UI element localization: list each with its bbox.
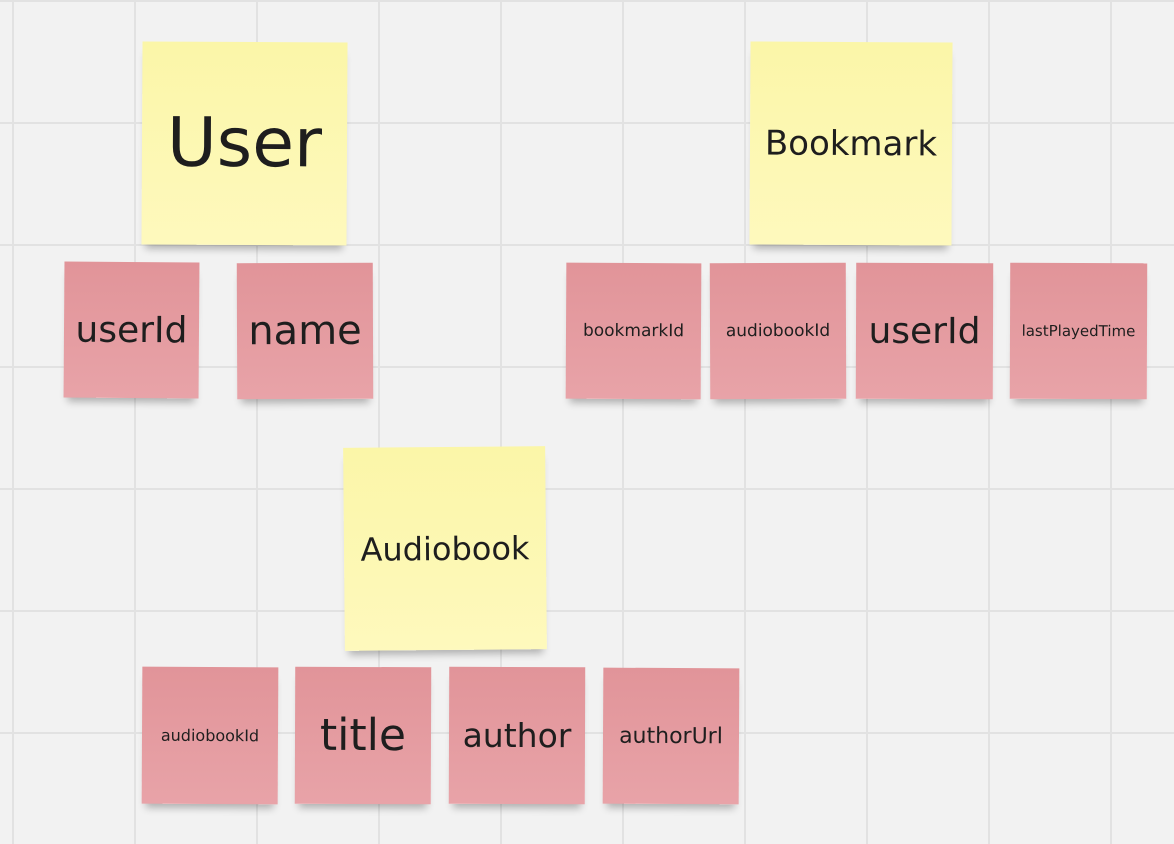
sticky-note-text: title: [319, 709, 407, 762]
sticky-note-bookmark-audiobookid[interactable]: audiobookId: [709, 262, 847, 400]
sticky-note-text: audiobookId: [725, 320, 831, 342]
sticky-note-text: User: [166, 103, 323, 184]
sticky-note-text: audiobookId: [160, 725, 260, 746]
sticky-note-audiobook-title[interactable]: title: [294, 666, 432, 805]
sticky-note-text: name: [248, 307, 362, 355]
sticky-note-user-name[interactable]: name: [236, 262, 374, 400]
sticky-note-audiobook[interactable]: Audiobook: [343, 446, 547, 651]
sticky-note-bookmark-bookmarkid[interactable]: bookmarkId: [565, 262, 702, 400]
sticky-note-text: Bookmark: [764, 123, 938, 164]
sticky-note-text: author: [462, 715, 572, 756]
sticky-note-user-userid[interactable]: userId: [63, 261, 200, 399]
sticky-note-bookmark[interactable]: Bookmark: [749, 41, 953, 246]
sticky-note-audiobook-author[interactable]: author: [448, 666, 586, 805]
sticky-note-text: bookmarkId: [582, 320, 685, 342]
sticky-note-user[interactable]: User: [141, 41, 348, 246]
sticky-note-bookmark-lastplayedtime[interactable]: lastPlayedTime: [1009, 262, 1148, 400]
sticky-note-audiobook-authorurl[interactable]: authorUrl: [602, 667, 740, 805]
sticky-note-text: lastPlayedTime: [1021, 321, 1136, 341]
sticky-note-text: authorUrl: [619, 723, 723, 749]
sticky-note-audiobook-audiobookid[interactable]: audiobookId: [141, 666, 279, 805]
sticky-note-text: userId: [75, 309, 188, 351]
sticky-note-text: Audiobook: [360, 528, 530, 569]
sticky-note-bookmark-userid[interactable]: userId: [855, 262, 994, 400]
sticky-note-text: userId: [868, 310, 981, 352]
